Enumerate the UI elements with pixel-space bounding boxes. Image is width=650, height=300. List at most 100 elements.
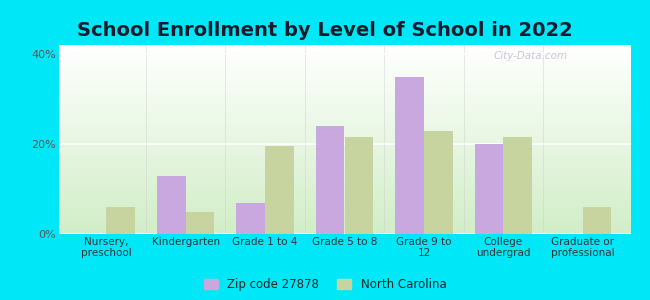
Bar [344,137,373,234]
Bar [58,79,630,80]
Bar [58,63,630,64]
Bar [58,58,630,59]
Bar [58,169,630,170]
Bar [58,148,630,149]
Bar [58,141,630,142]
Bar [58,175,630,176]
Bar [58,71,630,72]
Bar [58,82,630,83]
Bar [58,85,630,87]
Bar [58,215,630,216]
Text: School Enrollment by Level of School in 2022: School Enrollment by Level of School in … [77,21,573,40]
Bar [58,107,630,108]
Bar [58,172,630,173]
Bar [58,161,630,162]
Bar [58,213,630,214]
Bar [58,122,630,123]
Bar [58,123,630,124]
Bar [58,77,630,78]
Bar [58,204,630,205]
Bar [58,192,630,194]
Bar [58,206,630,207]
Bar [58,226,630,227]
Bar [58,138,630,139]
Bar [58,203,630,204]
Bar [58,186,630,187]
Bar [58,60,630,61]
Bar [58,51,630,52]
Bar [58,171,630,172]
Bar [58,176,630,177]
Bar [58,179,630,180]
Bar [424,130,452,234]
Bar [58,185,630,186]
Bar [58,66,630,67]
Bar [58,146,630,147]
Bar [316,126,344,234]
Bar [58,184,630,185]
Bar [58,142,630,143]
Bar [58,114,630,115]
Bar [58,150,630,151]
Bar [58,125,630,126]
Bar [58,75,630,76]
Bar [58,218,630,219]
Bar [58,224,630,226]
Bar [58,109,630,110]
Bar [58,76,630,77]
Bar [58,64,630,65]
Bar [58,87,630,88]
Bar [474,144,503,234]
Bar [58,80,630,81]
Bar [58,191,630,192]
Bar [58,183,630,184]
Text: City-Data.com: City-Data.com [493,51,567,61]
Bar [58,47,630,48]
Bar [58,165,630,166]
Bar [58,199,630,200]
Bar [58,48,630,49]
Bar [58,198,630,199]
Bar [58,95,630,96]
Bar [58,205,630,206]
Bar [58,214,630,215]
Bar [58,190,630,191]
Bar [58,143,630,144]
Bar [58,93,630,94]
Bar [58,144,630,145]
Bar [58,159,630,160]
Bar [58,117,630,118]
Bar [58,46,630,47]
Bar [58,178,630,179]
Bar [58,201,630,202]
Bar [58,115,630,116]
Bar [186,212,214,234]
Bar [58,135,630,136]
Bar [58,232,630,233]
Bar [58,197,630,198]
Bar [58,110,630,111]
Bar [58,49,630,50]
Bar [58,69,630,70]
Bar [58,220,630,221]
Bar [58,166,630,167]
Bar [58,62,630,63]
Bar [395,76,424,234]
Bar [58,57,630,58]
Bar [58,182,630,183]
Bar [58,53,630,55]
Bar [58,59,630,60]
Bar [58,233,630,234]
Bar [58,168,630,169]
Bar [58,67,630,68]
Bar [58,85,630,86]
Bar [58,216,630,217]
Bar [58,139,630,140]
Bar [58,102,630,103]
Bar [58,194,630,195]
Bar [58,73,630,74]
Bar [58,181,630,182]
Bar [58,126,630,127]
Bar [58,210,630,211]
Bar [58,92,630,93]
